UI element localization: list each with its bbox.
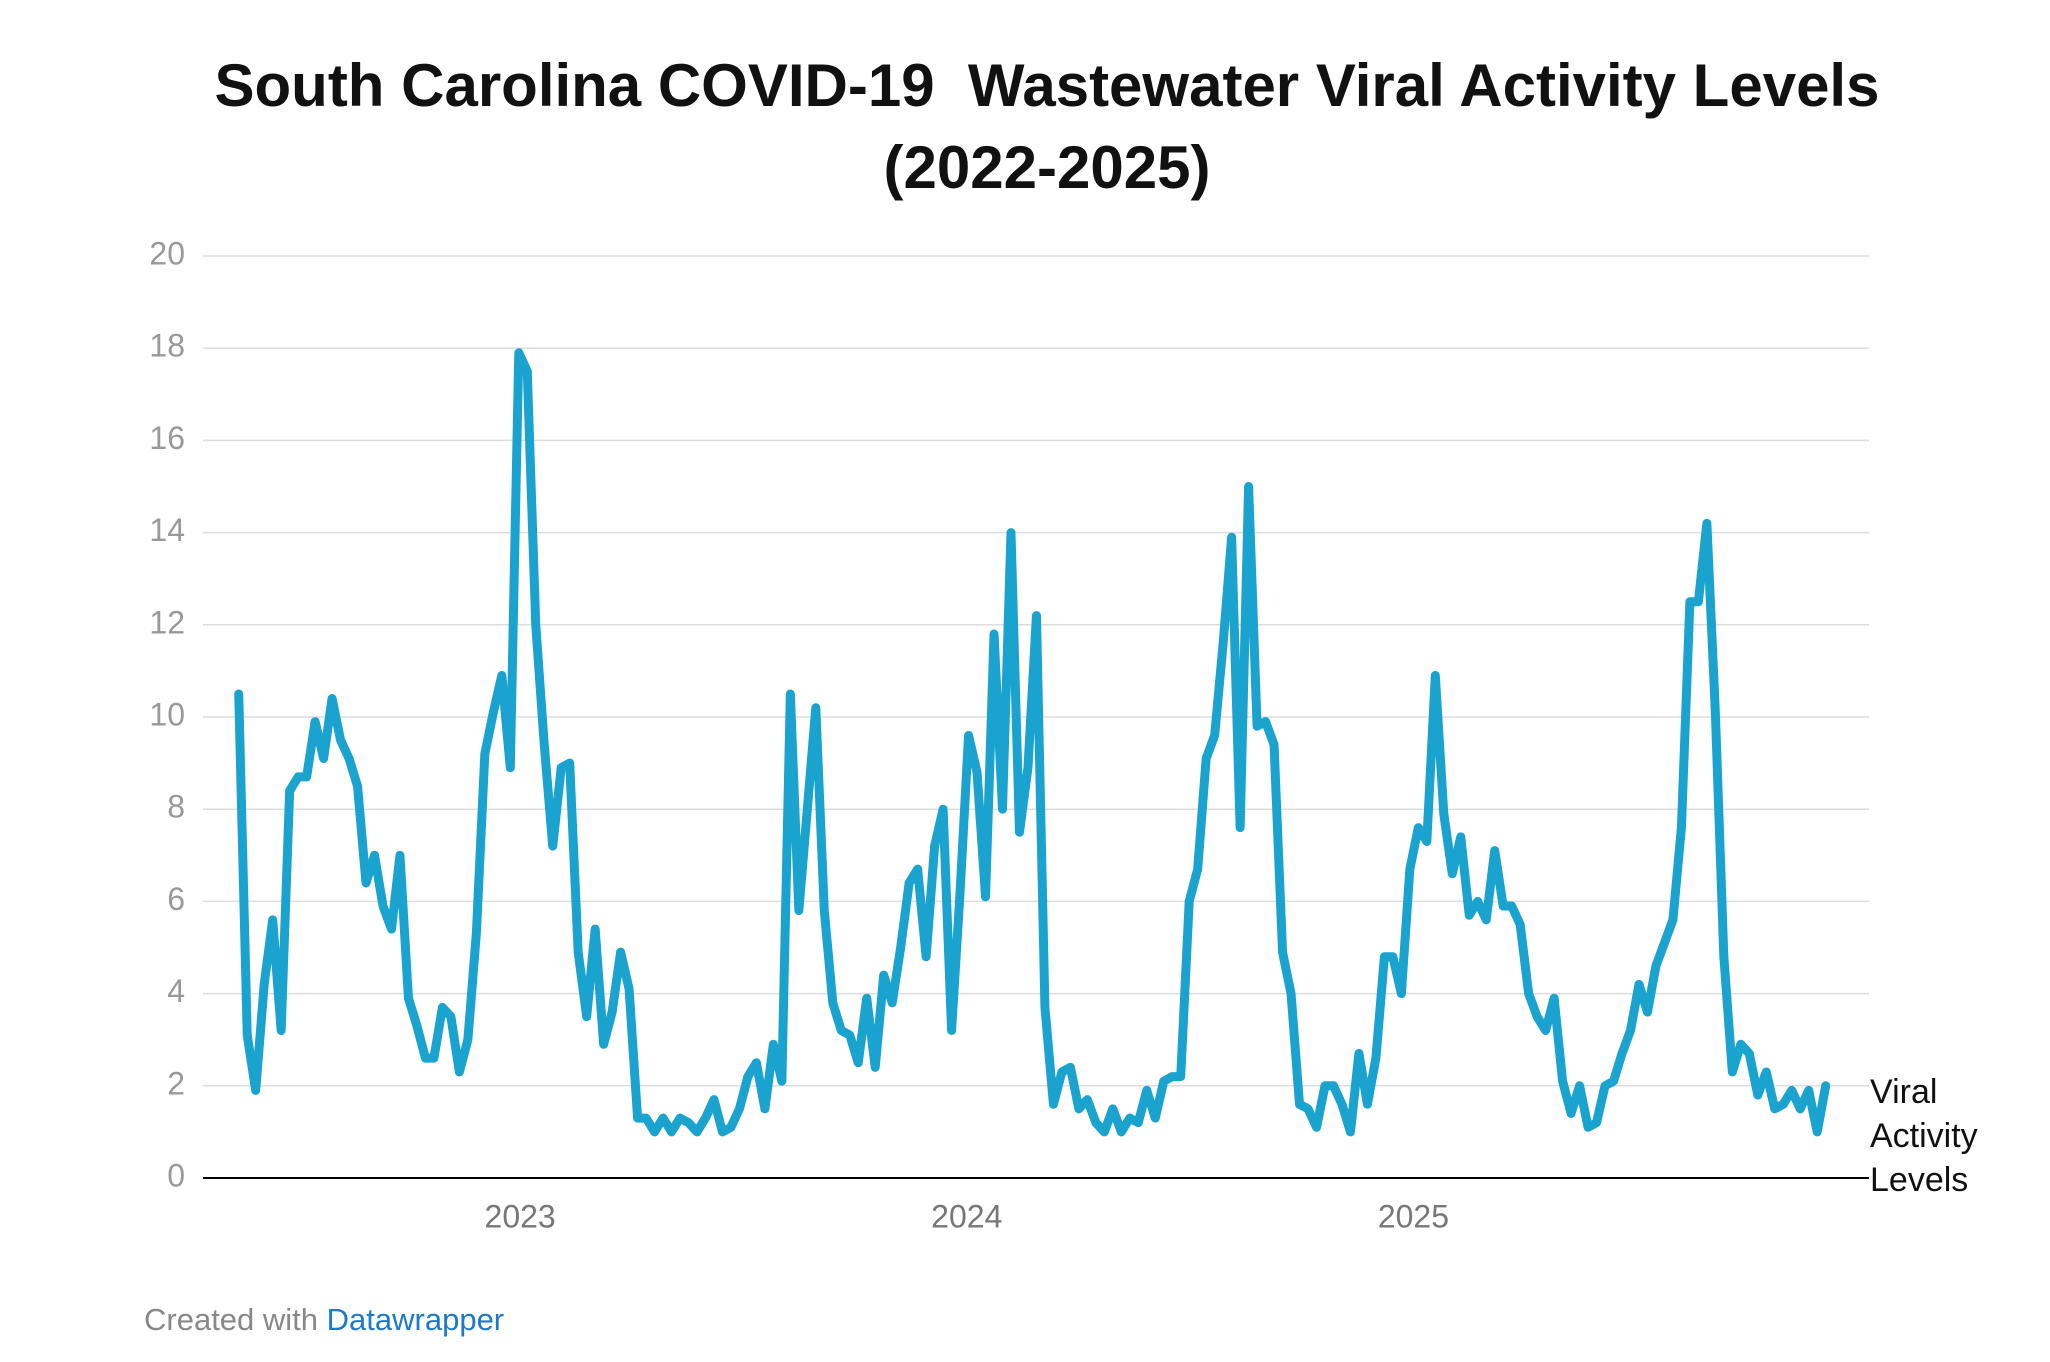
y-tick-label: 12 (149, 604, 185, 640)
x-tick-label: 2023 (485, 1198, 556, 1234)
series-line (234, 348, 1831, 1137)
y-tick-label: 18 (149, 328, 185, 364)
series-label: Viral Activity Levels (1870, 1073, 1978, 1199)
y-tick-label: 0 (167, 1157, 185, 1193)
chart-title: South Carolina COVID-19 Wastewater Viral… (214, 52, 1897, 201)
x-tick-label: 2024 (931, 1198, 1002, 1234)
footer-text: Created with (144, 1302, 319, 1337)
y-tick-label: 20 (149, 235, 185, 271)
y-tick-label: 8 (167, 789, 185, 825)
y-tick-label: 16 (149, 420, 185, 456)
y-tick-label: 10 (149, 696, 185, 732)
x-tick-label: 2025 (1378, 1198, 1449, 1234)
y-tick-label: 2 (167, 1065, 185, 1101)
footer: Created with Datawrapper (144, 1302, 504, 1338)
y-tick-label: 14 (149, 512, 185, 548)
y-tick-label: 4 (167, 973, 185, 1009)
y-tick-label: 6 (167, 881, 185, 917)
footer-link[interactable]: Datawrapper (326, 1302, 505, 1337)
